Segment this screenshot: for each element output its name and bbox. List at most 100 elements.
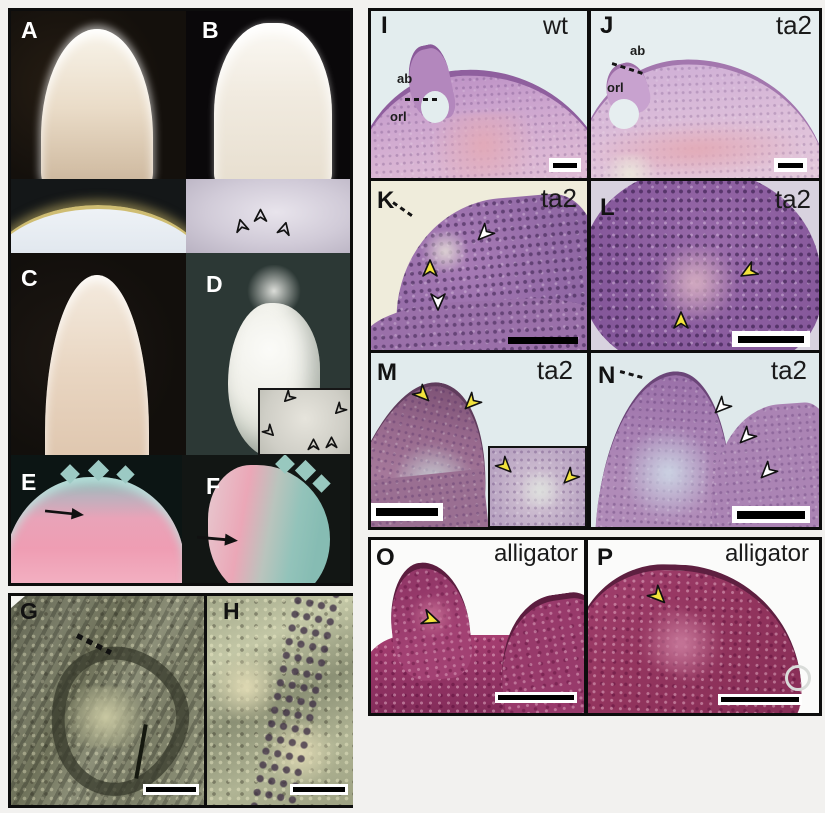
specimen-label-alligator: alligator bbox=[724, 540, 809, 567]
open-arrowhead-icon bbox=[329, 399, 350, 420]
ab-label: ab bbox=[397, 71, 413, 86]
panel-p: P alligator bbox=[584, 540, 819, 713]
stained-specimen-e bbox=[11, 477, 182, 583]
beak-photo-d-highlight bbox=[246, 265, 302, 317]
panel-group-o-p: O alligator P alligator bbox=[368, 537, 822, 716]
yellow-arrowhead-icon bbox=[644, 582, 674, 612]
panel-letter-p: P bbox=[597, 544, 614, 571]
scale-bar bbox=[495, 692, 577, 703]
white-arrowhead-icon bbox=[732, 423, 760, 451]
light-tissue-patch bbox=[518, 473, 563, 508]
scale-bar bbox=[143, 784, 199, 795]
panel-c: C bbox=[11, 253, 186, 455]
yellow-arrowhead-icon bbox=[420, 258, 440, 278]
panel-letter-f: F bbox=[206, 473, 221, 499]
panel-group-a-f: A B C D bbox=[8, 8, 353, 586]
panel-letter-j: J bbox=[600, 12, 614, 39]
open-arrowhead-icon bbox=[324, 435, 339, 450]
orl-label: orl bbox=[390, 109, 407, 124]
panel-letter-i: I bbox=[381, 12, 388, 39]
panel-l: L ta2 bbox=[587, 181, 819, 350]
mesenchyme-pink bbox=[653, 247, 738, 319]
black-arrow-icon bbox=[43, 503, 86, 523]
scale-bar bbox=[549, 158, 581, 172]
specimen-label-alligator: alligator bbox=[493, 540, 578, 567]
panel-letter-a: A bbox=[21, 17, 38, 43]
beak-photo-c bbox=[45, 275, 149, 455]
panel-o: O alligator bbox=[371, 540, 584, 713]
panel-d-inset bbox=[258, 388, 350, 455]
yellow-arrowhead-icon bbox=[457, 389, 485, 417]
beak-section-tissue bbox=[591, 181, 819, 350]
light-tissue-patch bbox=[215, 651, 277, 723]
white-arrowhead-icon bbox=[753, 458, 781, 486]
open-arrowhead-icon bbox=[274, 218, 295, 239]
panel-b: B bbox=[186, 11, 350, 179]
yellow-arrowhead-icon bbox=[734, 258, 761, 285]
bubble-artifact bbox=[785, 665, 811, 691]
panel-letter-c: C bbox=[21, 265, 38, 291]
bone-space bbox=[601, 153, 659, 178]
panel-letter-m: M bbox=[377, 359, 397, 386]
cartilage-fringe bbox=[312, 474, 331, 493]
yellow-arrowhead-icon bbox=[418, 606, 445, 633]
orl-label: orl bbox=[607, 80, 624, 95]
panel-letter-d: D bbox=[206, 271, 223, 297]
open-arrowhead-icon bbox=[252, 207, 269, 224]
orl-notch bbox=[421, 91, 449, 123]
panel-letter-h: H bbox=[223, 598, 240, 624]
specimen-label-ta2: ta2 bbox=[540, 183, 577, 213]
egg-tooth-core bbox=[66, 686, 146, 748]
panel-letter-e: E bbox=[21, 469, 37, 495]
scale-bar bbox=[774, 158, 807, 172]
black-arrow-icon bbox=[195, 529, 240, 549]
scale-bar bbox=[371, 503, 443, 521]
panel-i: I wt ab orl bbox=[371, 11, 587, 178]
panel-f: F bbox=[182, 455, 350, 583]
panel-a: A bbox=[11, 11, 186, 179]
specimen-label-ta2: ta2 bbox=[774, 184, 811, 214]
beak-edge-closeup bbox=[11, 205, 186, 253]
jaw-section-tissue bbox=[588, 561, 806, 713]
white-arrowhead-icon bbox=[428, 292, 448, 312]
panel-group-i-n: I wt ab orl J ta2 ab orl bbox=[368, 8, 822, 530]
yellow-arrowhead-icon bbox=[492, 453, 519, 480]
scale-bar bbox=[718, 694, 802, 705]
panel-n: N ta2 bbox=[587, 353, 819, 527]
panel-letter-n: N bbox=[598, 362, 616, 389]
orl-notch bbox=[609, 99, 639, 129]
specimen-label-ta2: ta2 bbox=[536, 355, 573, 385]
scale-bar bbox=[290, 784, 348, 795]
panel-m: M ta2 bbox=[371, 353, 587, 527]
boundary-dashed-line bbox=[405, 98, 438, 101]
closeup-strip-a bbox=[11, 179, 186, 253]
panel-group-g-h: G H bbox=[8, 593, 353, 808]
panel-g: G bbox=[11, 596, 204, 805]
open-arrowhead-icon bbox=[260, 421, 280, 442]
yellow-arrowhead-icon bbox=[671, 310, 691, 330]
panel-k: K ta2 bbox=[371, 181, 587, 350]
open-arrowhead-icon bbox=[278, 390, 299, 408]
open-arrowhead-icon bbox=[231, 215, 252, 236]
panel-letter-g: G bbox=[20, 598, 38, 624]
scale-bar bbox=[732, 506, 810, 523]
closeup-strip-b bbox=[186, 179, 350, 253]
ab-label: ab bbox=[630, 43, 646, 58]
light-tissue-patch bbox=[625, 421, 712, 526]
scale-bar bbox=[508, 337, 578, 344]
specimen-label-ta2: ta2 bbox=[770, 355, 807, 385]
specimen-label-ta2: ta2 bbox=[775, 11, 812, 40]
scale-bar bbox=[732, 331, 810, 347]
white-arrowhead-icon bbox=[707, 393, 735, 421]
panel-h: H bbox=[204, 596, 353, 805]
panel-m-inset bbox=[488, 446, 587, 527]
yellow-arrowhead-icon bbox=[409, 381, 437, 409]
panel-letter-l: L bbox=[600, 194, 615, 221]
panel-d: D bbox=[186, 253, 350, 455]
row-divider bbox=[371, 350, 819, 353]
specimen-label-wt: wt bbox=[543, 12, 568, 40]
beak-photo-b bbox=[214, 23, 332, 179]
row-divider bbox=[371, 178, 819, 181]
panel-letter-b: B bbox=[202, 17, 219, 43]
